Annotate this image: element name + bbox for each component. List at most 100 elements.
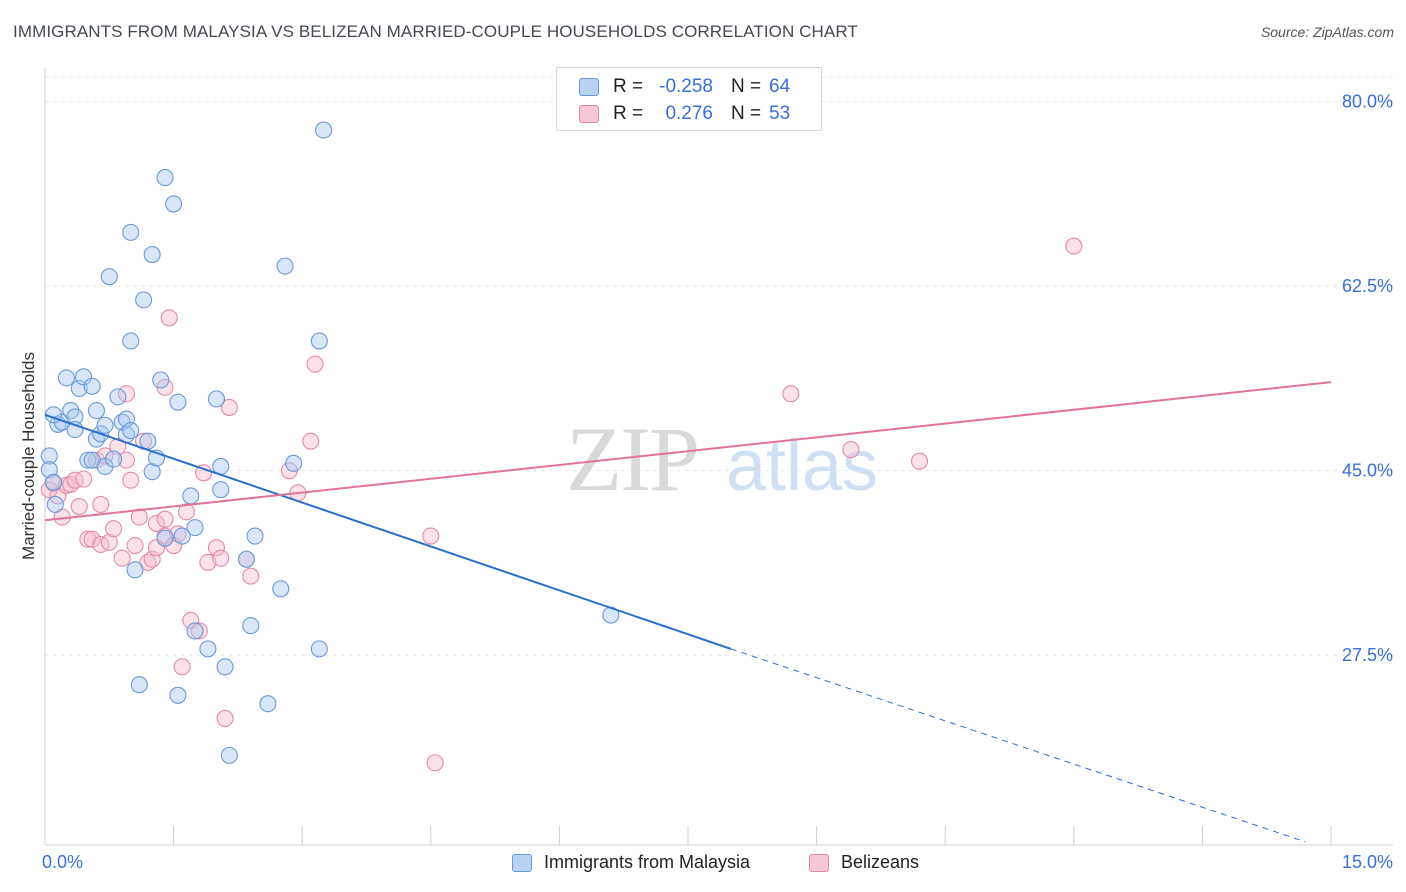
- point-belizeans: [147, 514, 166, 532]
- legend-label-belizeans: Belizeans: [841, 852, 920, 872]
- x-tick-label-max: 15.0%: [1341, 852, 1393, 872]
- point-belizeans: [842, 441, 860, 459]
- point-belizeans: [100, 533, 118, 551]
- legend-n-label: N =: [731, 76, 762, 97]
- legend-r-value: -0.258: [659, 76, 713, 97]
- point-belizeans: [79, 530, 97, 548]
- point-malaysia: [285, 454, 303, 472]
- point-belizeans: [177, 503, 196, 521]
- point-belizeans: [92, 495, 110, 513]
- legend-item-belizeans[interactable]: Belizeans: [809, 852, 919, 873]
- point-belizeans: [70, 497, 88, 516]
- legend-n-value: 53: [769, 103, 791, 124]
- point-belizeans: [242, 567, 260, 585]
- point-malaysia: [207, 390, 226, 408]
- legend-r-label: R =: [613, 76, 644, 97]
- legend-swatch-blue: [512, 853, 532, 872]
- point-malaysia: [143, 245, 161, 264]
- point-malaysia: [186, 519, 204, 537]
- point-malaysia: [57, 369, 75, 387]
- point-belizeans: [109, 437, 127, 455]
- legend-swatch-pink: [809, 853, 829, 872]
- point-malaysia: [40, 447, 58, 465]
- point-belizeans: [207, 539, 226, 557]
- point-belizeans: [83, 530, 101, 548]
- point-belizeans: [216, 709, 234, 728]
- point-malaysia: [96, 416, 114, 434]
- point-belizeans: [87, 451, 105, 469]
- point-belizeans: [302, 432, 320, 450]
- series-legend: Immigrants from Malaysia Belizeans: [0, 852, 1406, 878]
- point-belizeans: [126, 536, 144, 555]
- point-malaysia: [156, 169, 174, 187]
- y-tick-label: 80.0%: [1342, 92, 1393, 112]
- point-malaysia: [100, 268, 118, 286]
- point-malaysia: [246, 527, 264, 545]
- point-belizeans: [1065, 237, 1083, 255]
- point-malaysia: [96, 457, 114, 476]
- point-malaysia: [40, 461, 58, 479]
- legend-row-belizeans: R = 0.276 N = 53: [579, 102, 790, 126]
- series-malaysia-points: [40, 121, 620, 764]
- point-belizeans: [199, 553, 217, 571]
- point-malaysia: [45, 473, 63, 491]
- point-belizeans: [156, 510, 174, 528]
- point-malaysia: [199, 640, 217, 658]
- legend-swatch-blue: [579, 78, 599, 96]
- point-malaysia: [182, 487, 200, 505]
- point-malaysia: [315, 121, 333, 139]
- y-tick-label: 45.0%: [1342, 461, 1393, 481]
- point-belizeans: [195, 464, 213, 482]
- legend-n-value: 64: [769, 76, 791, 97]
- point-malaysia: [259, 695, 277, 713]
- point-belizeans: [426, 754, 444, 772]
- point-belizeans: [117, 451, 135, 469]
- point-belizeans: [422, 527, 440, 545]
- point-belizeans: [910, 452, 929, 470]
- point-malaysia: [186, 622, 204, 640]
- point-malaysia: [130, 676, 148, 694]
- point-belizeans: [173, 658, 191, 676]
- point-malaysia: [87, 402, 105, 420]
- chart-title: IMMIGRANTS FROM MALAYSIA VS BELIZEAN MAR…: [13, 22, 858, 41]
- point-belizeans: [160, 309, 178, 327]
- legend-item-malaysia[interactable]: Immigrants from Malaysia: [512, 852, 750, 873]
- point-malaysia: [122, 422, 140, 440]
- point-belizeans: [122, 471, 140, 489]
- y-tick-labels: 27.5% 45.0% 62.5% 80.0%: [1342, 92, 1393, 666]
- point-malaysia: [173, 527, 191, 545]
- x-tick-label-min: 0.0%: [42, 852, 84, 872]
- point-belizeans: [190, 622, 208, 640]
- y-tick-label: 27.5%: [1342, 645, 1393, 665]
- y-tick-label: 62.5%: [1342, 276, 1393, 296]
- legend-label-malaysia: Immigrants from Malaysia: [544, 852, 751, 872]
- trend-line-malaysia: [44, 413, 732, 650]
- point-malaysia: [126, 561, 144, 579]
- point-malaysia: [135, 291, 153, 309]
- point-malaysia: [237, 550, 256, 568]
- point-malaysia: [109, 388, 127, 406]
- point-belizeans: [105, 520, 123, 538]
- point-malaysia: [105, 450, 123, 468]
- legend-r-value: 0.276: [665, 103, 713, 124]
- point-belizeans: [220, 398, 238, 416]
- trend-line-belizeans: [44, 381, 1332, 522]
- point-malaysia: [122, 223, 140, 241]
- point-malaysia: [220, 746, 238, 764]
- point-belizeans: [66, 471, 84, 489]
- point-belizeans: [306, 355, 324, 373]
- trend-line-malaysia-extension: [730, 648, 1306, 843]
- y-axis-label: Married-couple Households: [19, 352, 38, 560]
- point-malaysia: [272, 580, 290, 598]
- source-credit: Source: ZipAtlas.com: [1260, 24, 1394, 40]
- stats-legend: R = -0.258 N = 64 R = 0.276 N = 53: [556, 67, 822, 131]
- point-malaysia: [310, 640, 328, 658]
- point-belizeans: [75, 470, 93, 488]
- point-malaysia: [79, 451, 97, 469]
- point-malaysia: [156, 529, 174, 547]
- watermark-zip: ZIP: [566, 408, 698, 510]
- point-belizeans: [782, 385, 800, 403]
- point-malaysia: [310, 332, 328, 350]
- point-belizeans: [147, 539, 166, 557]
